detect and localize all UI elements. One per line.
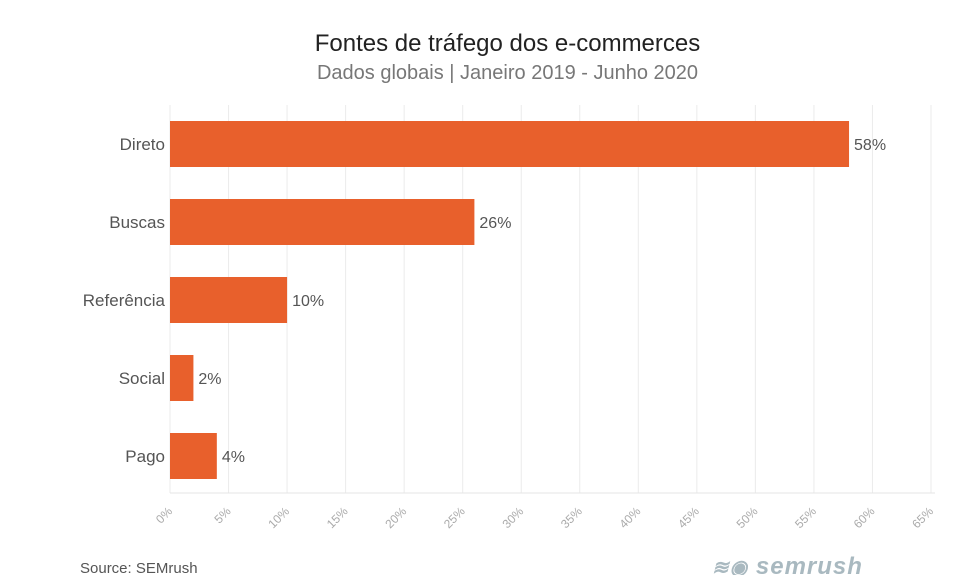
x-tick-label: 30% [499, 504, 526, 531]
category-label: Buscas [109, 213, 165, 232]
data-label: 58% [854, 137, 886, 154]
semrush-logo: ≋◉ semrush [712, 553, 863, 575]
data-label: 26% [479, 215, 511, 232]
chart-subtitle: Dados globais | Janeiro 2019 - Junho 202… [316, 62, 698, 84]
category-label: Social [119, 369, 165, 388]
x-tick-label: 45% [675, 504, 702, 531]
bar-pago [170, 433, 217, 479]
source-note: Source: SEMrush [80, 560, 198, 575]
x-tick-label: 20% [382, 504, 409, 531]
x-tick-label: 35% [558, 504, 585, 531]
logo-flame-icon: ≋◉ [712, 557, 749, 575]
x-tick-label: 40% [617, 504, 644, 531]
x-tick-label: 50% [734, 504, 761, 531]
bar-direto [170, 121, 850, 167]
bar-social [170, 355, 194, 401]
x-tick-label: 60% [851, 504, 878, 531]
x-tick-label: 10% [265, 504, 292, 531]
x-tick-label: 0% [153, 504, 175, 526]
chart-title: Fontes de tráfego dos e-commerces [314, 30, 701, 57]
data-label: 4% [222, 449, 245, 466]
category-label: Referência [83, 291, 166, 310]
x-tick-label: 15% [324, 504, 351, 531]
x-tick-label: 25% [441, 504, 468, 531]
bar-buscas [170, 199, 475, 245]
data-label: 2% [198, 371, 221, 388]
x-tick-label: 55% [792, 504, 819, 531]
bar-referência [170, 277, 288, 323]
category-label: Direto [120, 135, 165, 154]
data-label: 10% [292, 293, 324, 310]
category-label: Pago [125, 447, 165, 466]
x-tick-label: 65% [909, 504, 936, 531]
x-tick-label: 5% [211, 504, 233, 526]
